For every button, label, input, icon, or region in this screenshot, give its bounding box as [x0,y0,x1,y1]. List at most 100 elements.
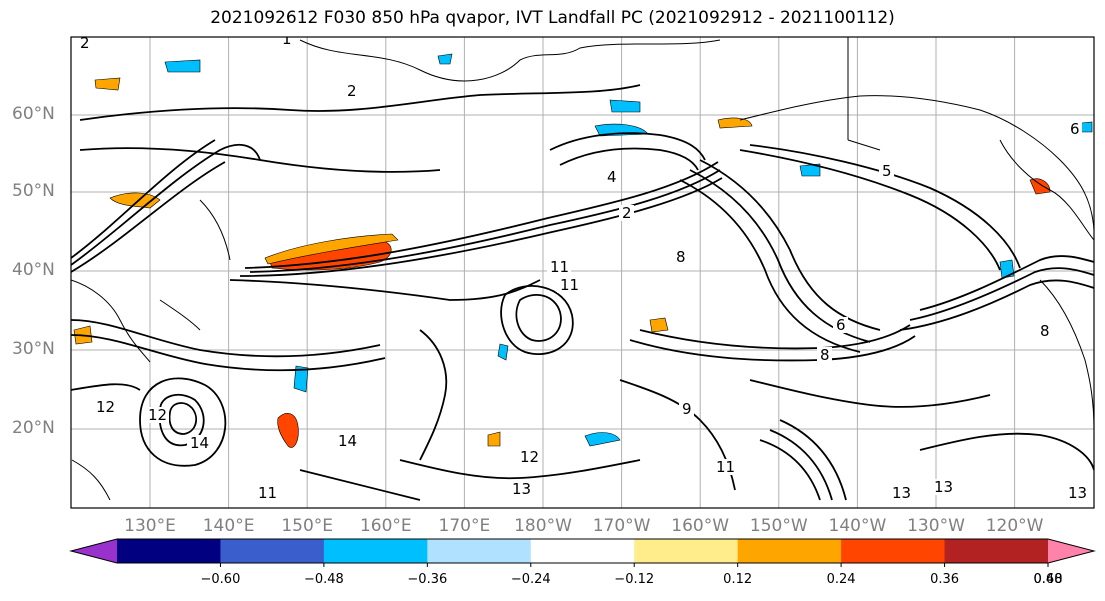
contour-label-background [547,259,571,275]
longitude-label: 140°W [828,516,887,536]
contour-label-background [679,401,694,417]
contour-label: 8 [820,346,830,364]
contour-label-background [833,317,848,333]
contour-label-background [604,169,619,185]
colorbar-tick-label: −0.36 [407,572,448,587]
colorbar-segment [634,539,739,563]
contour-label-background [1037,323,1052,339]
contour-label: 2 [347,82,357,100]
colorbar [69,538,1096,567]
contour-label-background [344,83,359,99]
contour-label: 11 [550,258,569,276]
colorbar-tick-label: −0.24 [510,572,551,587]
contour-label-background [187,435,211,451]
contour-label: 9 [682,400,692,418]
colorbar-tick-label: 0.24 [826,572,856,587]
longitude-label: 170°W [592,516,651,536]
contour-label: 2 [622,204,632,222]
contour-label-background [145,407,169,423]
latitude-label: 50°N [12,181,55,201]
contour-label: 11 [258,484,277,502]
anomaly-patch-negative [437,53,453,65]
contour-label-background [817,347,832,363]
contour-label: 12 [148,406,167,424]
contour-label: 12 [96,398,115,416]
map-title: 2021092612 F030 850 hPa qvapor, IVT Land… [210,8,895,28]
colorbar-tick-label: 0.48 [1033,572,1063,587]
colorbar-segment [841,539,946,563]
contour-label: 2 [80,34,90,52]
longitude-label: 120°W [985,516,1044,536]
map-frame [70,36,1095,509]
colorbar-extend-low [71,539,117,563]
contour-lines [71,84,1094,501]
contour-label: 13 [1068,484,1087,502]
latitude-label: 20°N [12,418,55,438]
contour-label-background [517,449,541,465]
contour-label: 14 [338,432,357,450]
colorbar-tick-label: −0.60 [200,572,241,587]
contour-label: 12 [520,448,539,466]
contour-label-background [279,37,294,47]
colorbar-outline [69,538,1096,564]
contour-label: 5 [882,162,892,180]
longitude-label: 160°W [671,516,730,536]
contour-label: 6 [836,316,846,334]
colorbar-segment [530,539,635,563]
anomaly-patch-positive [1029,178,1051,195]
contour-label-background [255,485,279,501]
longitude-label: 130°W [907,516,965,536]
colorbar-segment [323,539,428,563]
contour-label-background [879,163,894,179]
contour-label-background [931,479,955,495]
contour-label: 4 [607,168,617,186]
contour-label-background [77,37,92,51]
latitude-label: 60°N [12,104,55,124]
anomaly-patch-negative [584,432,621,447]
anomaly-patch-negative [164,59,201,73]
contour-label-background [673,249,688,265]
coastlines [71,37,1094,501]
colorbar-segment [117,539,221,563]
longitude-label: 150°E [281,516,334,536]
contour-label: 13 [934,478,953,496]
colorbar-segment [427,539,532,563]
contour-label-background [509,481,533,497]
contour-label-background [93,399,117,415]
contour-label: 8 [1040,322,1050,340]
colorbar-extend-high [1048,539,1094,563]
contour-label: 13 [892,484,911,502]
anomaly-patch-negative [999,259,1015,279]
colorbar-tick-label: 0.60 [1033,572,1063,587]
colorbar-tick-label: −0.48 [303,572,344,587]
contour-label-background [557,277,581,293]
contour-label-background [889,485,913,501]
contour-label-background [713,459,737,475]
colorbar-tick-label: −0.12 [614,572,655,587]
contour-label: 6 [1070,120,1080,138]
contour-label-background [335,433,359,449]
colorbar-tick-label: 0.12 [723,572,753,587]
anomaly-patch-negative [609,99,641,113]
anomaly-patch-negative [497,343,509,361]
contour-label: 8 [676,248,686,266]
contour-label: 1 [282,30,292,48]
longitude-label: 170°E [438,516,491,536]
anomaly-patch-positive [277,413,299,448]
contour-label: 11 [716,458,735,476]
longitude-label: 160°E [359,516,412,536]
anomaly-patch-positive [649,317,669,333]
anomaly-patch-positive [264,233,399,265]
colorbar-segment [944,539,1049,563]
contour-label: 14 [190,434,209,452]
colorbar-segment [737,539,842,563]
latitude-label: 30°N [12,339,55,359]
longitude-label: 150°W [749,516,808,536]
longitude-label: 140°E [202,516,255,536]
anomaly-patch-positive [487,431,501,447]
graticule [71,37,1094,508]
longitude-label: 130°E [124,516,176,536]
contour-label-background [1067,121,1082,137]
contour-label-background [1065,485,1089,501]
